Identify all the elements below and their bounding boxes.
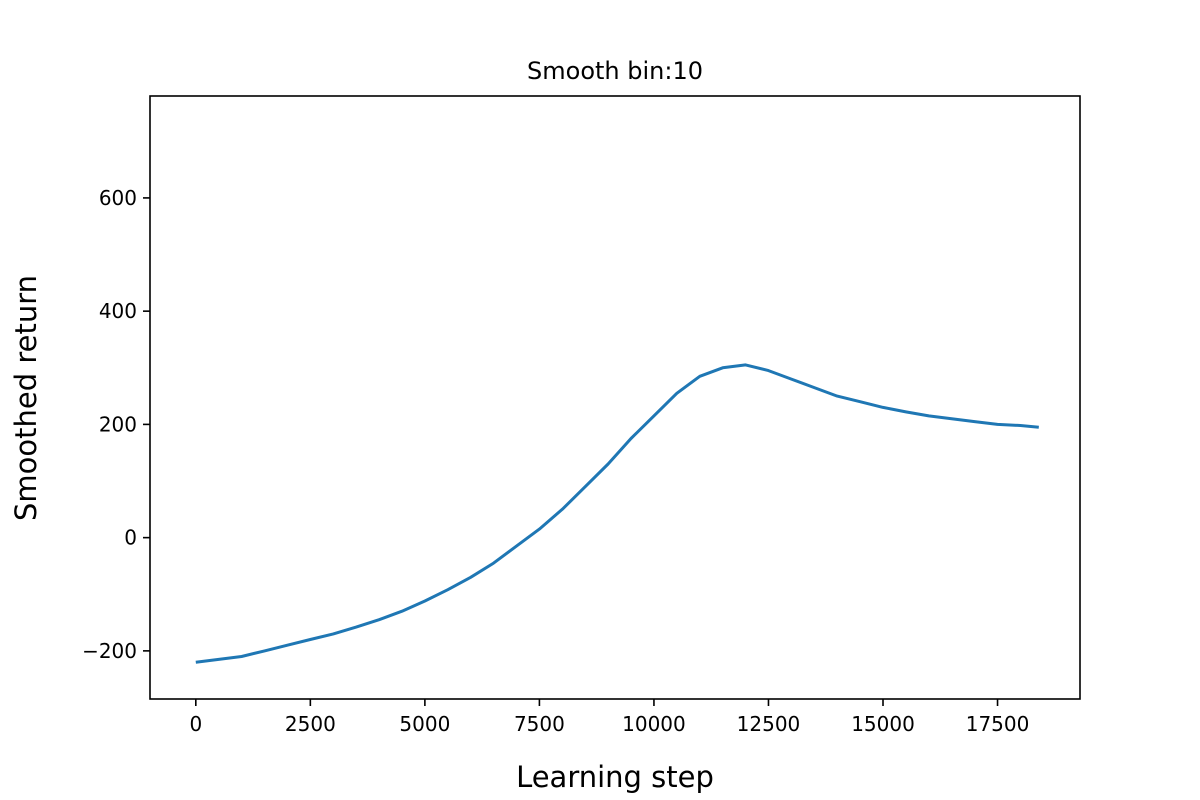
- x-tick-label: 12500: [737, 712, 801, 736]
- x-tick-label: 2500: [285, 712, 336, 736]
- chart-title: Smooth bin:10: [527, 57, 703, 85]
- x-tick-label: 15000: [851, 712, 915, 736]
- y-tick-label: 600: [99, 186, 137, 210]
- y-tick-label: −200: [82, 639, 137, 663]
- series-line: [195, 363, 1039, 664]
- x-tick-label: 17500: [966, 712, 1030, 736]
- x-tick-label: 0: [189, 712, 202, 736]
- y-tick-label: 400: [99, 299, 137, 323]
- series-layer: [195, 363, 1039, 664]
- y-tick-label: 200: [99, 412, 137, 436]
- axis-ticks: 0 2500 5000 7500 10000 12500 15000 17500 −200 0 20…: [82, 186, 1029, 736]
- x-axis-label: Learning step: [516, 760, 714, 794]
- x-tick-label: 10000: [622, 712, 686, 736]
- y-tick-label: 0: [124, 526, 137, 550]
- x-tick-label: 7500: [514, 712, 565, 736]
- x-tick-label: 5000: [399, 712, 450, 736]
- y-axis-label: Smoothed return: [9, 275, 43, 521]
- plot-frame: [149, 95, 1081, 700]
